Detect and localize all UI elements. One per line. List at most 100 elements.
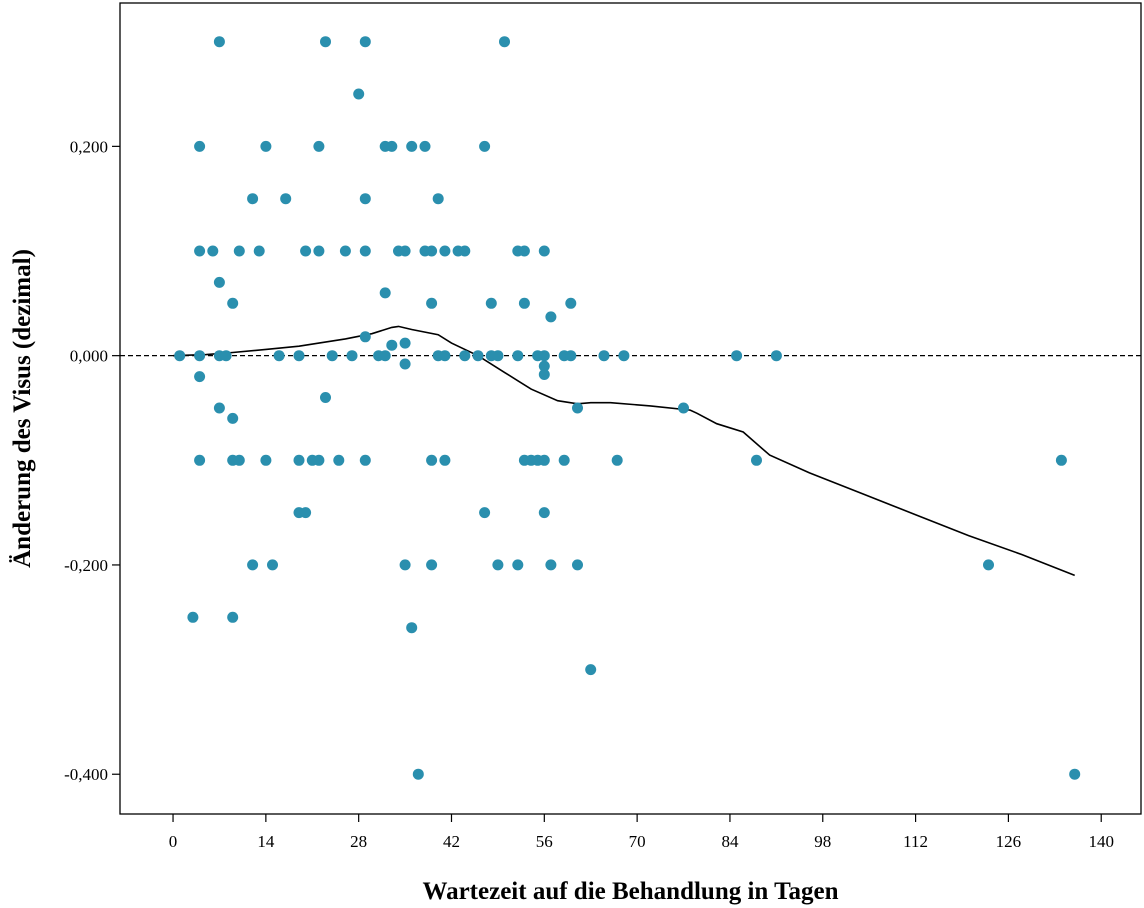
data-point	[227, 297, 239, 309]
x-tick-label: 70	[629, 832, 646, 851]
data-point	[492, 559, 504, 571]
data-point	[399, 337, 411, 349]
data-point	[731, 350, 743, 362]
data-point	[227, 412, 239, 424]
data-point	[194, 454, 206, 466]
x-axis-title: Wartezeit auf die Behandlung in Tagen	[422, 878, 838, 905]
x-tick-label: 14	[257, 832, 275, 851]
data-point	[339, 245, 351, 257]
data-point	[512, 350, 524, 362]
data-point	[472, 350, 484, 362]
x-tick-label: 98	[814, 832, 831, 851]
data-point	[313, 454, 325, 466]
data-point	[983, 559, 994, 571]
data-point	[538, 245, 550, 257]
x-tick-label: 84	[721, 832, 739, 851]
data-point	[419, 140, 431, 152]
data-point	[426, 454, 438, 466]
data-point	[300, 507, 312, 519]
data-point	[267, 559, 278, 571]
data-point	[485, 297, 497, 309]
data-point	[293, 454, 305, 466]
data-point	[194, 140, 206, 152]
data-point	[479, 140, 491, 152]
data-point	[320, 392, 331, 403]
data-point	[333, 454, 345, 466]
data-point	[207, 245, 219, 257]
trend-line	[172, 325, 1075, 577]
data-point	[618, 350, 630, 362]
data-point	[432, 193, 444, 205]
data-point	[558, 454, 570, 466]
data-point	[399, 245, 411, 257]
data-point	[220, 350, 232, 362]
data-point	[253, 245, 265, 257]
data-point	[213, 276, 225, 288]
x-tick-label: 56	[536, 832, 553, 851]
data-point	[233, 245, 245, 257]
data-point	[359, 193, 371, 205]
data-point	[313, 140, 325, 152]
data-point	[359, 454, 371, 466]
data-point	[399, 358, 411, 370]
data-point	[300, 245, 312, 257]
data-point	[233, 454, 245, 466]
data-point	[313, 245, 325, 257]
data-point	[326, 350, 338, 362]
x-tick-label: 112	[903, 832, 928, 851]
data-point	[598, 350, 610, 362]
data-point	[545, 311, 557, 323]
data-point	[353, 88, 365, 100]
data-point	[426, 559, 438, 571]
data-point	[174, 350, 186, 362]
data-point	[492, 350, 504, 362]
data-point	[459, 245, 471, 257]
data-point	[194, 371, 206, 383]
data-point	[260, 140, 272, 152]
data-point	[572, 559, 583, 571]
data-point	[320, 36, 331, 48]
data-point	[359, 245, 371, 257]
data-point	[512, 559, 524, 571]
data-point	[479, 507, 491, 519]
y-tick-label: 0,000	[70, 347, 108, 366]
data-point	[518, 245, 530, 257]
data-point	[585, 664, 597, 676]
data-point	[565, 350, 577, 362]
data-point	[545, 559, 557, 571]
data-point	[280, 193, 292, 205]
data-point	[572, 402, 583, 414]
data-point	[1069, 768, 1081, 780]
data-point	[751, 454, 762, 466]
y-axis-title: Änderung des Visus (dezimal)	[9, 249, 36, 568]
data-point	[213, 402, 225, 414]
data-point	[678, 402, 689, 414]
x-tick-label: 42	[443, 832, 460, 851]
data-point	[194, 245, 206, 257]
data-point	[565, 297, 577, 309]
data-point	[538, 507, 550, 519]
x-tick-label: 126	[996, 832, 1022, 851]
y-tick-label: -0,200	[64, 556, 108, 575]
data-point	[538, 369, 550, 380]
data-point	[346, 350, 358, 362]
data-point	[439, 245, 451, 257]
data-point	[499, 36, 510, 48]
plot-frame	[119, 2, 1142, 815]
data-point	[187, 611, 199, 623]
data-point	[538, 350, 550, 362]
data-point	[426, 245, 438, 257]
y-tick-label: -0,400	[64, 765, 108, 784]
data-point	[227, 611, 239, 623]
axes: 0 14 28 42 56 70 84 98 112 126 140 0,200 0,000 -0,200…	[64, 137, 1114, 851]
data-point	[273, 350, 285, 362]
data-point	[459, 350, 471, 362]
data-point	[379, 287, 391, 299]
data-point	[406, 140, 418, 152]
data-point	[406, 622, 418, 634]
data-point	[412, 768, 424, 780]
data-point	[247, 193, 259, 205]
data-point	[386, 339, 398, 351]
data-point	[611, 454, 623, 466]
